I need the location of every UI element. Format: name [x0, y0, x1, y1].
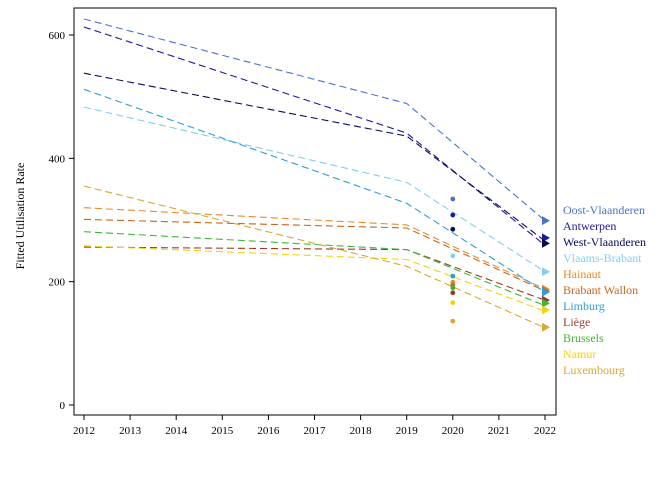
legend-item: Antwerpen — [563, 219, 616, 233]
series-line — [83, 218, 546, 292]
series-line — [83, 231, 546, 307]
legend-item: Limburg — [563, 299, 605, 313]
legend-item: Luxembourg — [563, 363, 625, 377]
point-2022-marker — [542, 216, 550, 226]
point-2020 — [450, 226, 456, 232]
plot-frame — [73, 7, 557, 416]
point-2022-marker — [542, 322, 550, 332]
x-tick-label: 2016 — [257, 425, 280, 437]
point-2020 — [450, 300, 456, 306]
legend-item: Brabant Wallon — [563, 283, 638, 297]
series-line — [83, 72, 546, 242]
y-tick-label: 400 — [49, 153, 66, 165]
x-tick-label: 2015 — [211, 425, 234, 437]
x-tick-label: 2020 — [442, 425, 465, 437]
point-2022-marker — [542, 267, 550, 277]
series-line — [83, 207, 546, 290]
point-2020 — [450, 196, 456, 202]
y-axis-label: Fitted Utilisation Rate — [13, 163, 27, 270]
x-tick-label: 2017 — [304, 425, 327, 437]
x-tick-label: 2022 — [534, 425, 556, 437]
legend-item: Liège — [563, 315, 590, 329]
legend-item: Oost-Vlaanderen — [563, 203, 645, 217]
series-line — [83, 245, 546, 312]
point-2022-marker — [542, 238, 550, 248]
x-tick-label: 2013 — [119, 425, 142, 437]
legend-item: Hainaut — [563, 267, 602, 281]
series-line — [83, 185, 546, 329]
x-tick-label: 2018 — [350, 425, 373, 437]
legend-item: Vlaams-Brabant — [563, 251, 642, 265]
y-tick-label: 0 — [60, 400, 66, 412]
series-line — [83, 106, 546, 273]
series-line — [83, 88, 546, 293]
x-tick-label: 2021 — [488, 425, 510, 437]
point-2020 — [450, 253, 456, 259]
legend-item: Namur — [563, 347, 596, 361]
point-2022-marker — [542, 305, 550, 315]
x-tick-label: 2019 — [396, 425, 419, 437]
series-line — [83, 246, 546, 301]
x-tick-label: 2012 — [73, 425, 95, 437]
point-2022-marker — [542, 298, 550, 308]
y-tick-label: 600 — [49, 30, 66, 42]
legend-item: West-Vlaanderen — [563, 235, 646, 249]
series-line — [83, 18, 546, 222]
y-tick-label: 200 — [49, 277, 66, 289]
point-2022-marker — [542, 287, 550, 297]
point-2020 — [450, 318, 456, 324]
point-2020 — [450, 212, 456, 218]
point-2020 — [450, 285, 456, 291]
legend-item: Brussels — [563, 331, 604, 345]
series-line — [83, 26, 546, 246]
x-tick-label: 2014 — [165, 425, 188, 437]
point-2020 — [450, 273, 456, 279]
point-2020 — [450, 290, 456, 296]
